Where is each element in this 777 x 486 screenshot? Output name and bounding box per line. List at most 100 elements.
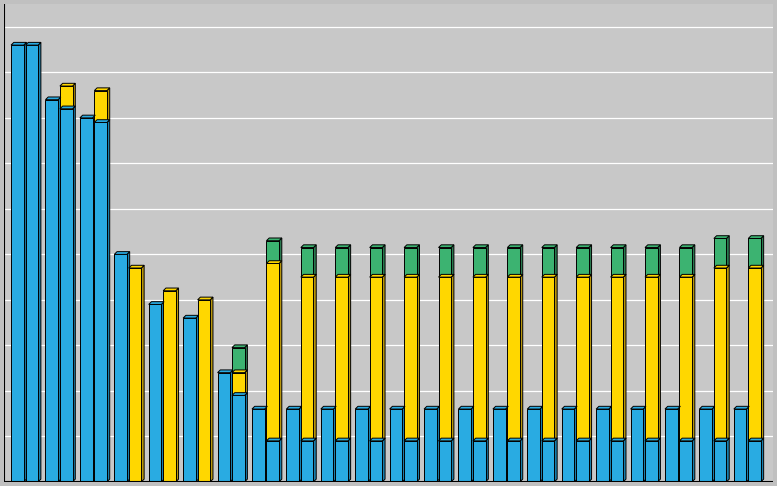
Polygon shape xyxy=(611,247,623,277)
Polygon shape xyxy=(608,406,611,482)
Polygon shape xyxy=(60,106,75,109)
Polygon shape xyxy=(279,261,282,441)
Polygon shape xyxy=(94,120,110,122)
Polygon shape xyxy=(279,438,282,482)
Polygon shape xyxy=(127,252,130,482)
Polygon shape xyxy=(451,245,454,277)
Polygon shape xyxy=(46,97,61,100)
Polygon shape xyxy=(424,409,437,482)
Polygon shape xyxy=(506,406,508,482)
Polygon shape xyxy=(72,83,75,109)
Polygon shape xyxy=(679,441,692,482)
Polygon shape xyxy=(60,83,75,86)
Polygon shape xyxy=(747,406,749,482)
Polygon shape xyxy=(692,438,695,482)
Polygon shape xyxy=(245,393,247,482)
Polygon shape xyxy=(232,345,247,347)
Polygon shape xyxy=(301,245,316,247)
Polygon shape xyxy=(348,438,350,482)
Polygon shape xyxy=(471,406,474,482)
Polygon shape xyxy=(335,247,348,277)
Polygon shape xyxy=(129,265,144,268)
Polygon shape xyxy=(493,409,506,482)
Polygon shape xyxy=(486,438,488,482)
Polygon shape xyxy=(761,236,764,268)
Polygon shape xyxy=(404,275,420,277)
Polygon shape xyxy=(404,441,416,482)
Polygon shape xyxy=(416,275,420,441)
Polygon shape xyxy=(232,396,245,482)
Polygon shape xyxy=(657,275,660,441)
Polygon shape xyxy=(438,245,454,247)
Polygon shape xyxy=(218,370,233,373)
Polygon shape xyxy=(232,347,245,373)
Polygon shape xyxy=(611,275,626,277)
Polygon shape xyxy=(80,115,96,118)
Polygon shape xyxy=(520,275,523,441)
Polygon shape xyxy=(451,438,454,482)
Polygon shape xyxy=(623,245,626,277)
Polygon shape xyxy=(714,441,726,482)
Polygon shape xyxy=(438,277,451,441)
Polygon shape xyxy=(382,245,385,277)
Polygon shape xyxy=(176,288,179,482)
Polygon shape xyxy=(528,409,540,482)
Polygon shape xyxy=(507,441,520,482)
Polygon shape xyxy=(733,406,749,409)
Polygon shape xyxy=(623,275,626,441)
Polygon shape xyxy=(692,245,695,277)
Polygon shape xyxy=(726,236,730,268)
Polygon shape xyxy=(611,438,626,441)
Polygon shape xyxy=(267,241,279,263)
Polygon shape xyxy=(555,245,557,277)
Polygon shape xyxy=(416,245,420,277)
Polygon shape xyxy=(230,370,233,482)
Polygon shape xyxy=(596,406,611,409)
Polygon shape xyxy=(714,268,726,441)
Polygon shape xyxy=(335,441,348,482)
Polygon shape xyxy=(699,406,715,409)
Polygon shape xyxy=(335,275,350,277)
Polygon shape xyxy=(623,438,626,482)
Polygon shape xyxy=(301,247,313,277)
Polygon shape xyxy=(507,245,523,247)
Polygon shape xyxy=(555,438,557,482)
Polygon shape xyxy=(313,275,316,441)
Polygon shape xyxy=(645,275,660,277)
Polygon shape xyxy=(107,120,110,482)
Polygon shape xyxy=(211,297,213,482)
Polygon shape xyxy=(46,100,58,482)
Polygon shape xyxy=(748,441,761,482)
Polygon shape xyxy=(11,45,23,482)
Polygon shape xyxy=(438,247,451,277)
Polygon shape xyxy=(370,438,385,441)
Polygon shape xyxy=(348,245,350,277)
Polygon shape xyxy=(714,236,730,239)
Polygon shape xyxy=(645,247,657,277)
Polygon shape xyxy=(748,438,764,441)
Polygon shape xyxy=(611,245,626,247)
Polygon shape xyxy=(726,265,730,441)
Polygon shape xyxy=(80,118,92,482)
Polygon shape xyxy=(94,88,110,90)
Polygon shape xyxy=(370,277,382,441)
Polygon shape xyxy=(370,275,385,277)
Polygon shape xyxy=(520,438,523,482)
Polygon shape xyxy=(542,438,557,441)
Polygon shape xyxy=(382,438,385,482)
Polygon shape xyxy=(733,409,747,482)
Polygon shape xyxy=(596,409,608,482)
Polygon shape xyxy=(245,345,247,373)
Polygon shape xyxy=(389,409,402,482)
Polygon shape xyxy=(232,393,247,396)
Polygon shape xyxy=(645,245,660,247)
Polygon shape xyxy=(252,409,265,482)
Polygon shape xyxy=(577,441,589,482)
Polygon shape xyxy=(370,245,385,247)
Polygon shape xyxy=(321,406,336,409)
Polygon shape xyxy=(287,406,301,409)
Polygon shape xyxy=(267,438,282,441)
Polygon shape xyxy=(370,247,382,277)
Polygon shape xyxy=(574,406,577,482)
Polygon shape xyxy=(577,277,589,441)
